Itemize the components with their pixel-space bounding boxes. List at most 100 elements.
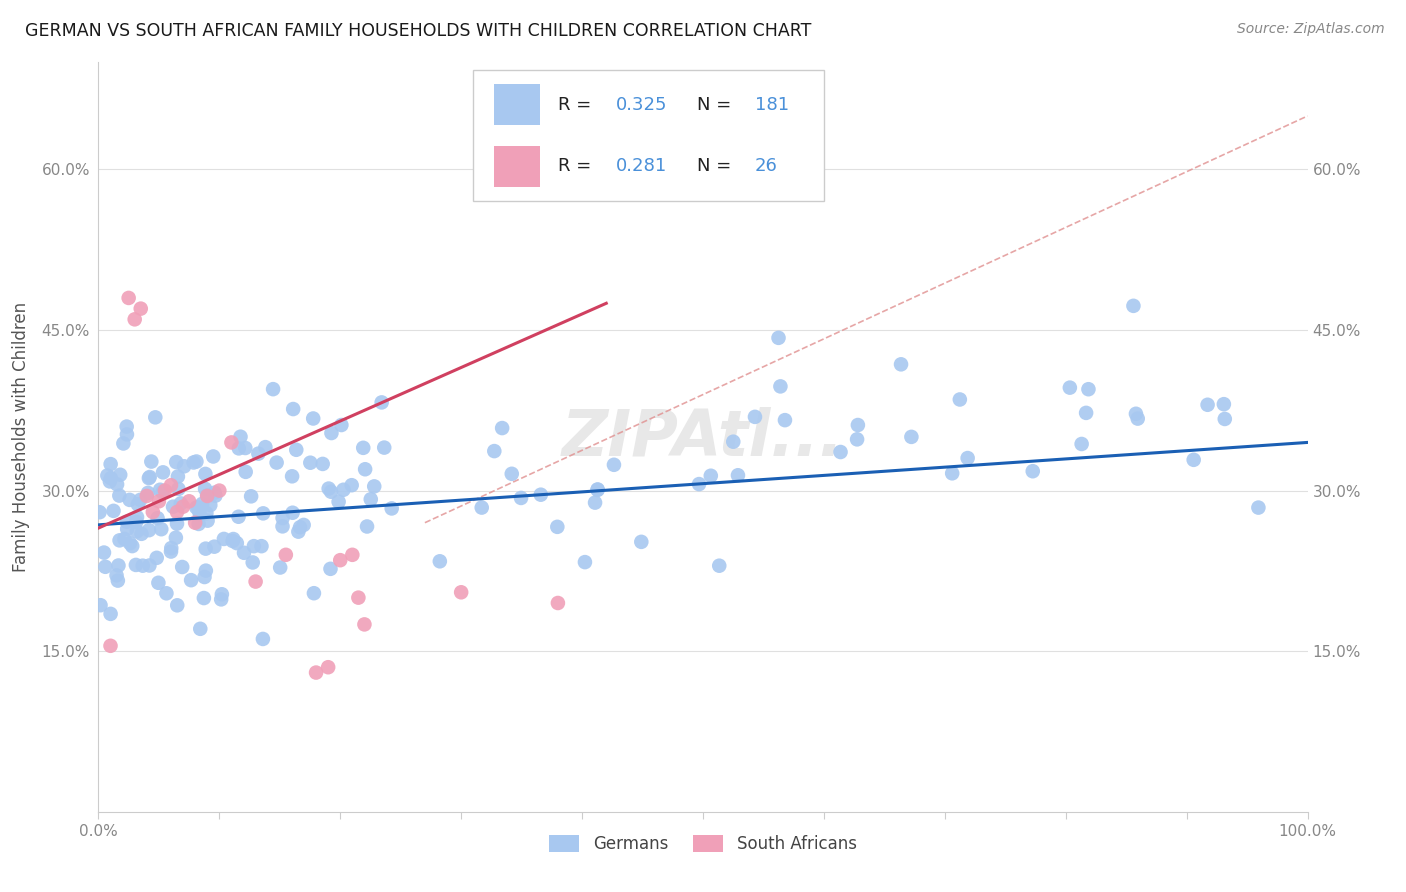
Point [108,489,131,503]
Point [1074,406,1097,420]
FancyBboxPatch shape [474,70,824,201]
Point [167,482,190,496]
Point [194,564,217,578]
Point [100,457,122,471]
Point [121,539,143,553]
Point [108,467,131,482]
Point [1247,500,1270,515]
Point [118,492,141,507]
Point [501,467,523,481]
Point [100,639,122,653]
Point [723,434,745,449]
Point [165,531,187,545]
Point [142,505,165,519]
Point [1122,299,1144,313]
Point [114,532,136,546]
Point [125,515,148,529]
Point [769,379,792,393]
Point [281,506,304,520]
Point [744,409,766,424]
Point [100,607,122,621]
Point [352,441,374,455]
Point [138,471,160,485]
Point [187,516,209,531]
Point [193,591,215,605]
Point [484,444,506,458]
Point [108,533,131,548]
Point [143,410,166,425]
Legend: Germans, South Africans: Germans, South Africans [543,828,863,860]
Point [138,523,160,537]
Point [254,440,277,454]
Point [94,559,117,574]
Point [125,510,148,524]
Point [900,430,922,444]
Point [103,504,125,518]
Point [530,488,553,502]
Point [846,417,869,432]
Text: R =: R = [558,95,598,113]
Point [274,548,297,562]
Point [172,500,194,514]
Point [252,507,274,521]
Point [491,421,513,435]
Point [209,592,232,607]
Point [360,492,382,507]
Text: 0.281: 0.281 [616,157,668,176]
Point [630,534,652,549]
Point [150,522,173,536]
Point [332,483,354,497]
Point [229,430,252,444]
Point [271,519,294,533]
Text: 0.325: 0.325 [616,95,668,113]
FancyBboxPatch shape [494,84,540,125]
Point [830,445,852,459]
Text: 181: 181 [755,95,789,113]
Point [247,447,270,461]
Point [118,536,141,550]
Point [165,455,187,469]
Point [136,486,159,500]
Point [768,331,790,345]
Point [100,471,122,485]
Point [187,500,209,515]
Point [328,494,350,508]
Point [191,497,214,511]
Point [208,483,231,498]
Point [202,540,225,554]
Point [242,556,264,570]
Point [1125,407,1147,421]
Point [269,560,291,574]
Point [727,468,749,483]
Point [288,520,311,534]
Point [709,558,731,573]
Point [235,465,257,479]
Text: N =: N = [697,95,737,113]
Point [115,522,138,536]
Point [773,413,796,427]
Point [370,395,392,409]
Point [1197,398,1219,412]
Point [546,520,568,534]
Point [262,382,284,396]
Point [112,436,135,450]
Point [160,478,183,492]
Point [586,483,609,497]
Point [271,511,294,525]
Point [162,500,184,514]
Point [96,468,118,483]
Point [180,573,202,587]
Point [115,515,138,529]
Point [98,475,121,489]
Point [283,402,305,417]
Point [118,291,141,305]
Point [107,558,129,573]
Point [354,462,377,476]
Point [166,505,188,519]
Point [197,514,219,528]
Point [107,574,129,588]
Point [1126,411,1149,425]
Point [125,558,148,572]
Point [245,574,267,589]
Point [204,489,226,503]
